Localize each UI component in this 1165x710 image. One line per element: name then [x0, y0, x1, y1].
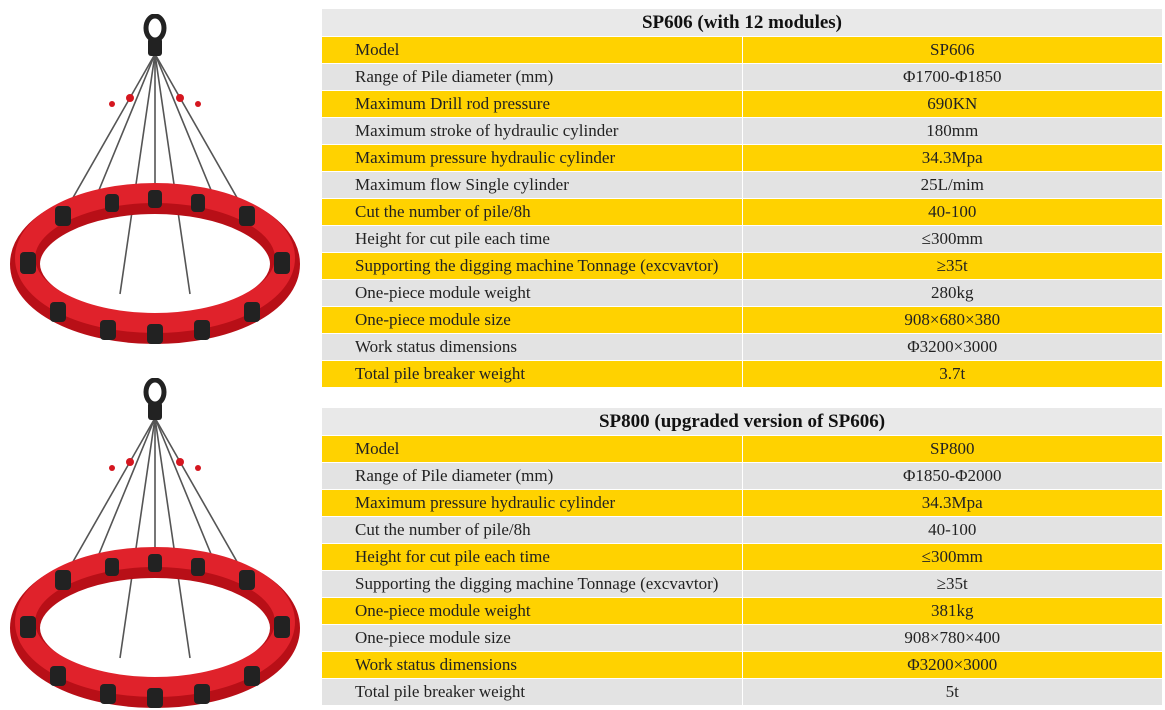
table-row: Cut the number of pile/8h 40-100	[322, 198, 1162, 226]
row-value: ≤300mm	[741, 543, 1162, 571]
row-value: ≥35t	[741, 570, 1162, 598]
row-label: Maximum flow Single cylinder	[322, 171, 742, 199]
row-value: 40-100	[741, 198, 1162, 226]
table-row: Maximum pressure hydraulic cylinder 34.3M…	[322, 144, 1162, 172]
row-value: 690KN	[741, 90, 1162, 118]
table-row: Total pile breaker weight 3.7t	[322, 360, 1162, 388]
row-label: Supporting the digging machine Tonnage (…	[322, 570, 742, 598]
row-value: 3.7t	[741, 360, 1162, 388]
row-value: 180mm	[741, 117, 1162, 145]
row-label: Work status dimensions	[322, 651, 742, 679]
table-title: SP606 (with 12 modules)	[322, 9, 1162, 37]
table-row: One-piece module weight 280kg	[322, 279, 1162, 307]
table-row: One-piece module size 908×680×380	[322, 306, 1162, 334]
table-row: Maximum stroke of hydraulic cylinder 180m…	[322, 117, 1162, 145]
table-title: SP800 (upgraded version of SP606)	[322, 408, 1162, 436]
row-label: Total pile breaker weight	[322, 678, 742, 706]
table-row: Height for cut pile each time ≤300mm	[322, 543, 1162, 571]
table-row: Model SP606	[322, 36, 1162, 64]
table-row: Supporting the digging machine Tonnage (…	[322, 252, 1162, 280]
row-label: Cut the number of pile/8h	[322, 198, 742, 226]
row-value: 908×780×400	[741, 624, 1162, 652]
row-label: Supporting the digging machine Tonnage (…	[322, 252, 742, 280]
table-row: Height for cut pile each time ≤300mm	[322, 225, 1162, 253]
table-row: Supporting the digging machine Tonnage (…	[322, 570, 1162, 598]
row-value: 40-100	[741, 516, 1162, 544]
table-row: Model SP800	[322, 435, 1162, 463]
row-value: Φ3200×3000	[741, 333, 1162, 361]
pile-breaker-sp606-image	[10, 14, 300, 344]
row-label: Range of Pile diameter (mm)	[322, 462, 742, 490]
row-value: 34.3Mpa	[741, 144, 1162, 172]
row-label: Range of Pile diameter (mm)	[322, 63, 742, 91]
row-value: Φ1850-Φ2000	[741, 462, 1162, 490]
row-label: Model	[322, 36, 742, 64]
row-label: One-piece module weight	[322, 279, 742, 307]
pile-breaker-sp800-image	[10, 378, 300, 708]
row-label: One-piece module weight	[322, 597, 742, 625]
table-row: Cut the number of pile/8h 40-100	[322, 516, 1162, 544]
row-value: 381kg	[741, 597, 1162, 625]
row-label: One-piece module size	[322, 624, 742, 652]
row-value: SP800	[741, 435, 1162, 463]
row-label: Height for cut pile each time	[322, 225, 742, 253]
table-row: Work status dimensions Φ3200×3000	[322, 651, 1162, 679]
table-row: Range of Pile diameter (mm) Φ1700-Φ1850	[322, 63, 1162, 91]
row-label: Maximum pressure hydraulic cylinder	[322, 144, 742, 172]
row-label: Maximum stroke of hydraulic cylinder	[322, 117, 742, 145]
table-row: Maximum flow Single cylinder 25L/mim	[322, 171, 1162, 199]
row-label: Maximum pressure hydraulic cylinder	[322, 489, 742, 517]
row-label: Model	[322, 435, 742, 463]
sp606-spec-table: SP606 (with 12 modules) Model SP606 Range…	[322, 9, 1162, 388]
row-label: Total pile breaker weight	[322, 360, 742, 388]
row-label: Work status dimensions	[322, 333, 742, 361]
row-label: One-piece module size	[322, 306, 742, 334]
table-row: One-piece module size 908×780×400	[322, 624, 1162, 652]
row-value: ≥35t	[741, 252, 1162, 280]
sp800-spec-table: SP800 (upgraded version of SP606) Model S…	[322, 408, 1162, 706]
row-value: Φ3200×3000	[741, 651, 1162, 679]
row-value: Φ1700-Φ1850	[741, 63, 1162, 91]
row-label: Maximum Drill rod pressure	[322, 90, 742, 118]
row-value: 5t	[741, 678, 1162, 706]
table-row: Maximum pressure hydraulic cylinder 34.3M…	[322, 489, 1162, 517]
row-value: SP606	[741, 36, 1162, 64]
table-row: One-piece module weight 381kg	[322, 597, 1162, 625]
row-value: ≤300mm	[741, 225, 1162, 253]
row-value: 280kg	[741, 279, 1162, 307]
row-label: Height for cut pile each time	[322, 543, 742, 571]
table-row: Work status dimensions Φ3200×3000	[322, 333, 1162, 361]
table-row: Total pile breaker weight 5t	[322, 678, 1162, 706]
row-value: 25L/mim	[741, 171, 1162, 199]
table-row: Range of Pile diameter (mm) Φ1850-Φ2000	[322, 462, 1162, 490]
row-value: 34.3Mpa	[741, 489, 1162, 517]
table-row: Maximum Drill rod pressure 690KN	[322, 90, 1162, 118]
row-label: Cut the number of pile/8h	[322, 516, 742, 544]
row-value: 908×680×380	[741, 306, 1162, 334]
